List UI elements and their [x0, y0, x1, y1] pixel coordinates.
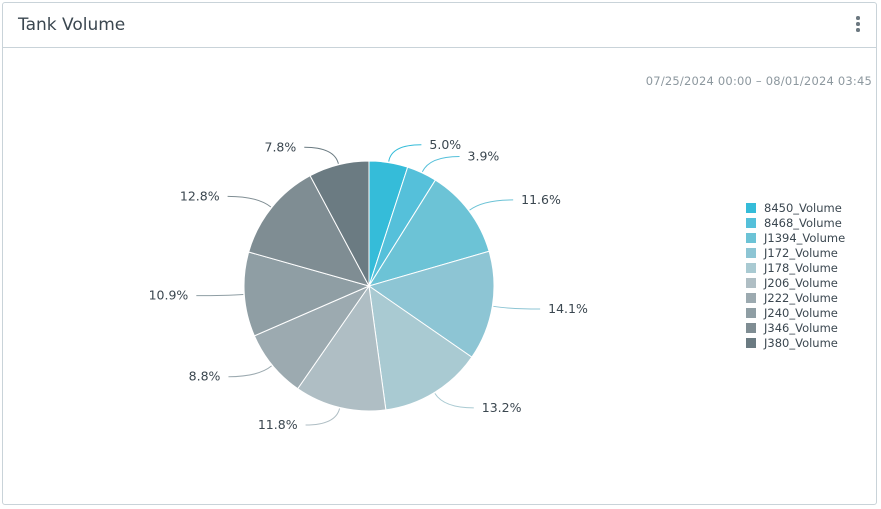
leader-line: [227, 195, 272, 208]
chart-legend: 8450_Volume 8468_Volume J1394_Volume J172_V…: [746, 200, 845, 350]
pie-slice-j172-volume[interactable]: [367, 250, 495, 358]
legend-swatch: [746, 292, 756, 303]
legend-item[interactable]: J346_Volume: [746, 320, 845, 335]
legend-label: 8468_Volume: [764, 215, 842, 230]
legend-label: J178_Volume: [764, 260, 838, 275]
legend-item[interactable]: J222_Volume: [746, 290, 845, 305]
legend-item[interactable]: J380_Volume: [746, 335, 845, 350]
leader-line: [228, 365, 272, 378]
legend-item[interactable]: J178_Volume: [746, 260, 845, 275]
slice-data-label: 7.8%: [265, 139, 297, 154]
legend-label: J206_Volume: [764, 275, 838, 290]
leader-line: [434, 393, 474, 409]
legend-label: J346_Volume: [764, 320, 838, 335]
legend-swatch: [746, 262, 756, 273]
leader-line: [196, 294, 244, 297]
pie-slice-j240-volume[interactable]: [243, 251, 371, 337]
date-range-label: 07/25/2024 00:00 – 08/01/2024 03:45: [645, 74, 872, 88]
leader-line: [469, 199, 514, 211]
slice-data-label: 8.8%: [189, 369, 221, 384]
slice-data-label: 10.9%: [149, 288, 189, 303]
legend-item[interactable]: J172_Volume: [746, 245, 845, 260]
legend-swatch: [746, 277, 756, 288]
slice-data-label: 12.8%: [180, 188, 220, 203]
legend-item[interactable]: J206_Volume: [746, 275, 845, 290]
slice-data-label: 3.9%: [468, 148, 500, 163]
legend-label: J172_Volume: [764, 245, 838, 260]
legend-swatch: [746, 307, 756, 318]
leader-line: [304, 146, 339, 164]
legend-item[interactable]: 8450_Volume: [746, 200, 845, 215]
slice-data-label: 11.8%: [258, 417, 298, 432]
slice-data-label: 13.2%: [482, 400, 522, 415]
legend-swatch: [746, 217, 756, 228]
legend-swatch: [746, 247, 756, 258]
card-header: Tank Volume: [3, 3, 876, 48]
leader-line: [493, 305, 541, 310]
slice-data-label: 14.1%: [548, 301, 588, 316]
leader-line: [388, 144, 422, 162]
legend-item[interactable]: J240_Volume: [746, 305, 845, 320]
pie-slice-j380-volume[interactable]: [309, 160, 370, 287]
leader-line: [305, 408, 341, 426]
slice-data-label: 11.6%: [521, 192, 561, 207]
legend-swatch: [746, 232, 756, 243]
legend-label: J222_Volume: [764, 290, 838, 305]
pie-slice-j346-volume[interactable]: [248, 175, 370, 287]
legend-swatch: [746, 322, 756, 333]
legend-label: 8450_Volume: [764, 200, 842, 215]
pie-slice-j206-volume[interactable]: [297, 284, 387, 412]
slice-data-label: 5.0%: [429, 137, 461, 152]
legend-label: J240_Volume: [764, 305, 838, 320]
pie-slice-j178-volume[interactable]: [368, 284, 473, 411]
legend-swatch: [746, 337, 756, 348]
legend-swatch: [746, 202, 756, 213]
card-title: Tank Volume: [18, 15, 126, 35]
more-vertical-icon[interactable]: [854, 16, 862, 34]
legend-label: J380_Volume: [764, 335, 838, 350]
leader-line: [421, 155, 460, 173]
legend-item[interactable]: J1394_Volume: [746, 230, 845, 245]
legend-label: J1394_Volume: [764, 230, 846, 245]
legend-item[interactable]: 8468_Volume: [746, 215, 845, 230]
